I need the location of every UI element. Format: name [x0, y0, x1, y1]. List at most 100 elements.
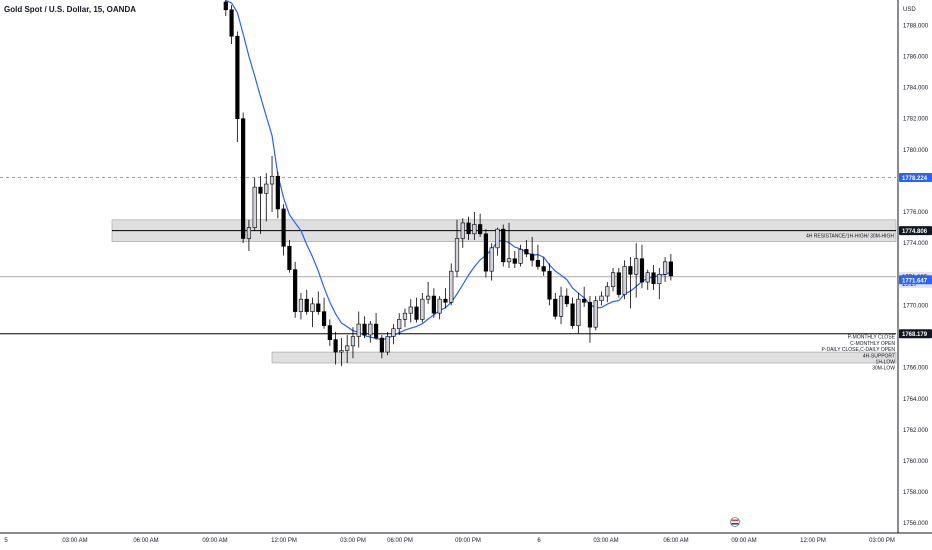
candle-body [264, 183, 269, 194]
candle-body [553, 298, 558, 317]
price-tick-label: 1786.000 [903, 54, 929, 60]
candle-body [460, 222, 465, 239]
candle-body [258, 186, 263, 194]
candle-body [431, 295, 436, 314]
price-tick-label: 1766.000 [903, 366, 929, 372]
price-tick-label: 1776.000 [903, 210, 929, 216]
candle-body [397, 319, 402, 330]
candle-body [304, 298, 309, 312]
time-tick-label: 06:00 AM [133, 538, 158, 544]
candle-body [662, 261, 668, 275]
candle-body [241, 118, 246, 239]
candle-body [402, 312, 408, 320]
time-tick-label: 03:00 AM [62, 538, 87, 544]
moving-average-line [225, 0, 672, 341]
candle-body [345, 345, 350, 351]
time-tick-label: 09:00 AM [731, 538, 756, 544]
candle-body [385, 336, 390, 353]
candle-body [246, 227, 252, 239]
candle-body [634, 258, 639, 275]
candle-body [530, 253, 535, 261]
candle-body [350, 336, 356, 347]
candle-body [495, 228, 500, 249]
candle-body [223, 1, 228, 11]
candle-body [408, 306, 413, 314]
candle-body [269, 175, 275, 185]
candle-body [229, 9, 234, 37]
time-tick-label: 6 [537, 538, 541, 544]
candle-body [281, 208, 286, 247]
candle-body [616, 272, 621, 295]
candle-body [252, 186, 257, 228]
price-tick-label: 1784.000 [903, 86, 929, 92]
candle-body [506, 258, 512, 263]
price-tick-label: 1780.000 [903, 148, 929, 154]
time-tick-label: 12:00 PM [271, 538, 297, 544]
candle-body [333, 339, 338, 353]
price-tick-label: 1762.000 [903, 428, 929, 434]
candle-body [321, 311, 327, 326]
zone-label-support: 4H-SUPPORT [863, 353, 895, 359]
symbol-title: Gold Spot / U.S. Dollar, 15, OANDA [4, 5, 137, 14]
candle-body [639, 258, 645, 283]
zone-label-support: P-DAILY CLOSE,C-DAILY OPEN [821, 347, 895, 353]
candle-body [275, 175, 280, 210]
candle-body [558, 295, 564, 317]
candle-body [379, 337, 384, 353]
candle-body [356, 323, 361, 337]
candle-body [605, 286, 610, 297]
price-tick-label: 1764.000 [903, 397, 929, 403]
candle-body [599, 295, 604, 302]
price-tick-label: 1788.000 [903, 23, 929, 29]
price-badge-1 [899, 226, 932, 236]
candle-body [391, 328, 396, 337]
candle-body [472, 224, 477, 235]
time-tick-label: 09:00 AM [202, 538, 227, 544]
candle-body [293, 269, 298, 312]
candle-body [610, 272, 616, 288]
price-tick-label: 1760.000 [903, 459, 929, 465]
candle-body [483, 233, 489, 272]
flag-us-icon [731, 523, 739, 525]
candle-body [310, 303, 315, 312]
candle-body [501, 228, 506, 263]
candle-body [414, 306, 419, 320]
time-tick-label: 09:00 PM [455, 538, 481, 544]
candle-body [587, 301, 593, 328]
candle-body [454, 238, 460, 272]
candle-body [593, 300, 598, 328]
price-tick-label: 1756.000 [903, 521, 929, 527]
price-tick-label: 1758.000 [903, 490, 929, 496]
candle-body [668, 261, 673, 277]
price-badge-label: 1778.224 [902, 176, 928, 182]
candle-body [628, 266, 633, 275]
candle-body [582, 298, 587, 303]
candle-body [535, 259, 541, 267]
price-badge-label: 1774.806 [902, 229, 928, 235]
price-badge-0 [899, 172, 932, 182]
candle-body [564, 295, 569, 305]
candle-body [478, 224, 483, 235]
price-badge-3 [899, 275, 932, 285]
time-tick-label: 5 [4, 538, 8, 544]
candle-body [466, 222, 471, 235]
zone-label-resistance: 4H RESISTANCE/1H-HIGH/ 30M-HIGH [806, 234, 894, 240]
candle-body [541, 266, 546, 272]
candle-body [570, 303, 575, 326]
candle-body [327, 325, 332, 340]
candle-body [443, 298, 448, 303]
time-tick-label: 06:00 AM [663, 538, 688, 544]
candle-body [449, 270, 454, 303]
candle-body [362, 323, 367, 336]
candle-body [287, 245, 292, 270]
candle-body [235, 35, 240, 119]
time-tick-label: 03:00 AM [593, 538, 618, 544]
candle-body [645, 272, 650, 283]
candle-body [547, 270, 552, 300]
price-badge-countdown: 13:27 [902, 282, 918, 288]
candle-body [657, 273, 662, 284]
candle-body [373, 323, 379, 339]
price-badge-label: 1768.179 [902, 332, 928, 338]
candle-body [622, 266, 627, 295]
